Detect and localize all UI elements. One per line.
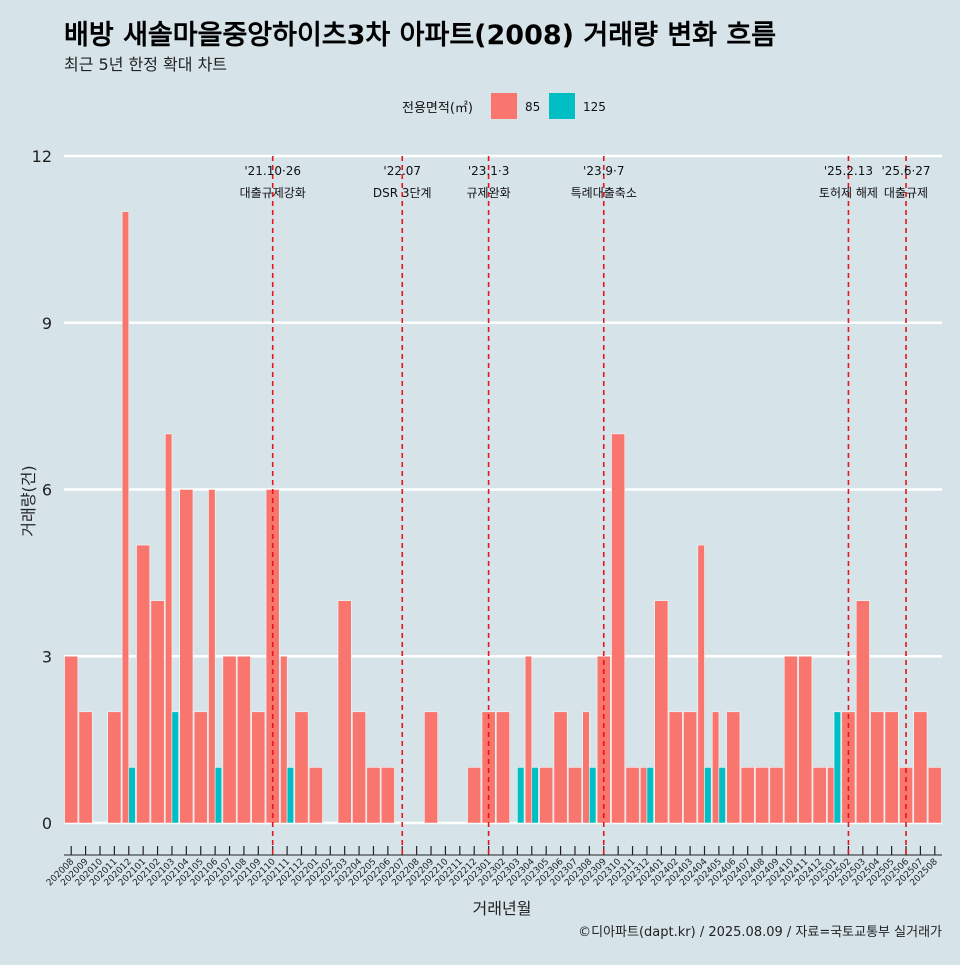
bar-85-202103 (165, 433, 173, 824)
bar-85-202405 (712, 711, 720, 824)
bar-85-202311 (625, 767, 640, 824)
bar-85-202111 (280, 656, 288, 824)
chart-subtitle: 최근 5년 한정 확대 차트 (64, 55, 227, 74)
legend-label-125: 125 (583, 100, 606, 114)
caption: ©디아파트(dapt.kr) / 2025.08.09 / 자료=국토교통부 실… (578, 925, 942, 940)
bar-85-202312 (640, 767, 648, 824)
bar-85-202302 (496, 711, 510, 824)
event-date: '22.07 (383, 164, 421, 178)
bar-85-202409 (769, 767, 784, 824)
bar-85-202106 (208, 489, 216, 824)
event-label: 특례대출축소 (571, 186, 637, 200)
bar-85-202201 (309, 767, 323, 824)
bar-125-202501 (833, 711, 841, 824)
bar-85-202508 (927, 767, 942, 824)
bar-85-202410 (784, 656, 798, 824)
x-axis-label: 거래년월 (473, 899, 532, 918)
bar-85-202501 (827, 767, 835, 824)
bar-85-202101 (136, 544, 151, 824)
event-annotations: '21.10·26 대출규제강화 '22.07 DSR 3단계 '23.1·3 규제완화 '… (240, 156, 931, 855)
bar-85-202209 (424, 711, 438, 824)
event-date: '25.2.13 (824, 164, 873, 178)
bar-85-202205 (366, 767, 381, 824)
bar-85-202304 (524, 656, 533, 824)
bar-85-202505 (884, 711, 899, 824)
bar-85-202402 (668, 711, 683, 824)
event-date: '25.6·27 (881, 164, 930, 178)
bar-85-202407 (740, 767, 755, 824)
bar-125-202405 (718, 767, 726, 824)
bar-125-202308 (589, 767, 597, 824)
legend-label-85: 85 (525, 100, 540, 114)
bar-125-202106 (214, 767, 223, 824)
bar-85-202107 (222, 656, 237, 824)
bar-85-202308 (582, 711, 590, 824)
event-label: 규제완화 (467, 186, 511, 200)
bar-85-202412 (812, 767, 827, 824)
bar-85-202203 (337, 600, 352, 824)
bar-85-202012 (121, 211, 130, 824)
bar-85-202507 (913, 711, 928, 824)
bar-85-202108 (237, 656, 251, 824)
y-tick-label: 0 (42, 814, 52, 833)
bar-85-202306 (553, 711, 568, 824)
bar-85-202408 (755, 767, 769, 824)
bar-85-202008 (64, 656, 79, 824)
bar-85-202305 (539, 767, 554, 824)
bar-85-202011 (107, 711, 122, 824)
bar-125-202304 (531, 767, 539, 824)
bar-85-202411 (798, 656, 813, 824)
x-axis: 2020082020092020102020112020122021012021… (45, 846, 942, 888)
bar-85-202406 (726, 711, 741, 824)
bar-85-202212 (467, 767, 482, 824)
bar-85-202206 (380, 767, 395, 824)
event-date: '21.10·26 (244, 164, 301, 178)
bar-85-202112 (294, 711, 309, 824)
bar-85-202404 (697, 544, 705, 824)
bar-85-202105 (193, 711, 208, 824)
bar-125-202012 (128, 767, 136, 824)
chart-title: 배방 새솔마을중앙하이츠3차 아파트(2008) 거래량 변화 흐름 (64, 20, 776, 51)
bar-125-202111 (286, 767, 294, 824)
event-date: '23.1·3 (468, 164, 509, 178)
y-tick-label: 6 (42, 481, 52, 500)
bar-85-202109 (251, 711, 266, 824)
bar-85-202401 (654, 600, 669, 824)
event-label: 대출규제강화 (240, 186, 306, 200)
bar-85-202204 (352, 711, 366, 824)
bar-85-202102 (150, 600, 165, 824)
bar-85-202009 (78, 711, 93, 824)
legend-title: 전용면적(㎡) (402, 101, 473, 116)
bar-85-202310 (611, 433, 626, 824)
bar-125-202303 (517, 767, 525, 824)
legend-swatch-85 (491, 93, 517, 119)
legend: 전용면적(㎡) 85 125 (402, 93, 606, 119)
y-tick-label: 9 (42, 314, 52, 333)
y-axis-ticks: 0 3 6 9 12 (32, 147, 52, 833)
bar-85-202403 (683, 711, 697, 824)
y-tick-label: 12 (32, 147, 52, 166)
event-label: DSR 3단계 (373, 186, 432, 200)
bar-125-202103 (171, 711, 179, 824)
y-axis-label: 거래량(건) (19, 465, 38, 536)
bars (64, 211, 942, 824)
bar-125-202404 (704, 767, 712, 824)
bar-85-202504 (870, 711, 885, 824)
bar-85-202307 (568, 767, 582, 824)
event-label: 대출규제 (884, 186, 928, 200)
legend-swatch-125 (549, 93, 575, 119)
bar-125-202312 (646, 767, 654, 824)
event-label: 토허제 해제 (819, 186, 878, 200)
bar-85-202104 (179, 489, 194, 824)
y-tick-label: 3 (42, 647, 52, 666)
event-date: '23.9·7 (583, 164, 624, 178)
bar-85-202503 (855, 600, 870, 824)
